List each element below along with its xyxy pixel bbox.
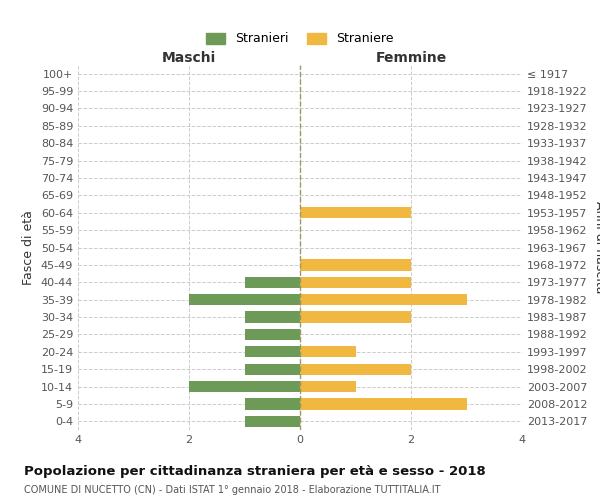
Bar (189, 294, 300, 306)
Bar (245, 276, 300, 288)
Bar (300, 259, 411, 270)
Text: Femmine: Femmine (376, 51, 446, 65)
Bar (300, 398, 467, 409)
Y-axis label: Fasce di età: Fasce di età (22, 210, 35, 285)
Bar (300, 312, 411, 322)
Text: Maschi: Maschi (162, 51, 216, 65)
Bar (300, 207, 411, 218)
Bar (245, 329, 300, 340)
Bar (189, 381, 300, 392)
Bar (245, 364, 300, 375)
Y-axis label: Anni di nascita: Anni di nascita (593, 201, 600, 294)
Bar (245, 346, 300, 358)
Bar (245, 416, 300, 427)
Bar (300, 276, 411, 288)
Bar (300, 364, 411, 375)
Text: COMUNE DI NUCETTO (CN) - Dati ISTAT 1° gennaio 2018 - Elaborazione TUTTITALIA.IT: COMUNE DI NUCETTO (CN) - Dati ISTAT 1° g… (24, 485, 440, 495)
Legend: Stranieri, Straniere: Stranieri, Straniere (202, 28, 398, 50)
Bar (245, 312, 300, 322)
Bar (300, 381, 355, 392)
Bar (300, 294, 467, 306)
Bar (300, 346, 355, 358)
Bar (245, 398, 300, 409)
Text: Popolazione per cittadinanza straniera per età e sesso - 2018: Popolazione per cittadinanza straniera p… (24, 465, 486, 478)
